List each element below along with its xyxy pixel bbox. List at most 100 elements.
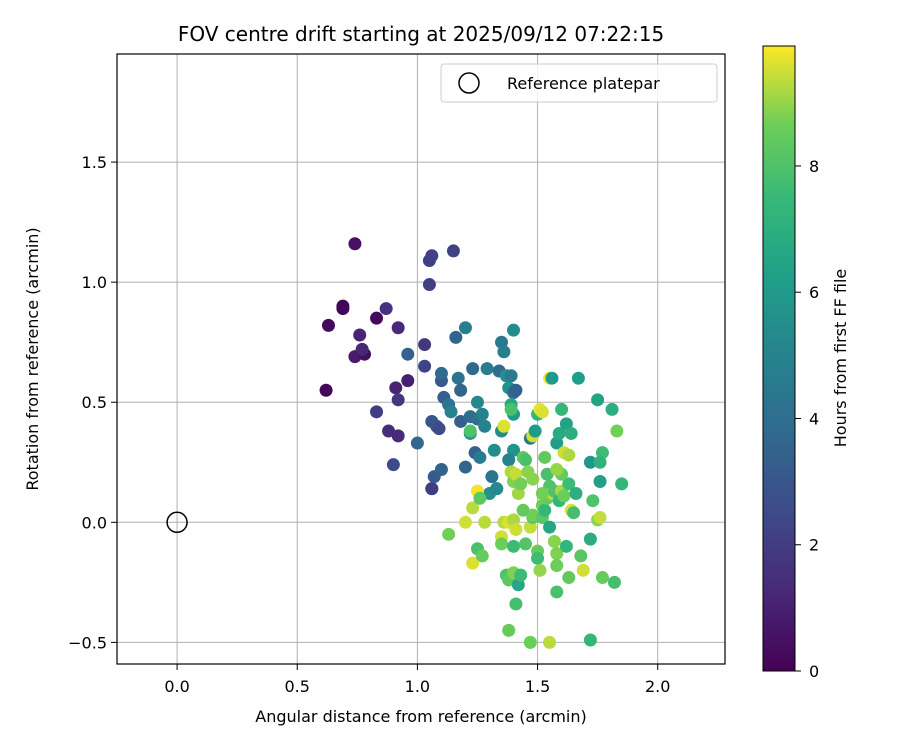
- data-point: [595, 571, 609, 585]
- data-point: [490, 482, 504, 496]
- data-point: [458, 460, 472, 474]
- x-tick-label: 1.5: [525, 677, 550, 696]
- data-point: [446, 244, 460, 258]
- data-point: [615, 477, 629, 491]
- y-tick-label: 1.5: [82, 153, 107, 172]
- data-point: [509, 597, 523, 611]
- data-point: [348, 237, 362, 251]
- data-point: [475, 407, 489, 421]
- data-point: [610, 424, 624, 438]
- data-point: [321, 318, 335, 332]
- data-point: [574, 549, 588, 563]
- data-point: [516, 503, 530, 517]
- data-point: [586, 494, 600, 508]
- y-axis-ticks: −0.5 0.0 0.5 1.0 1.5: [68, 153, 117, 652]
- data-point: [514, 477, 528, 491]
- data-point: [370, 405, 384, 419]
- data-point: [353, 328, 367, 342]
- colorbar-ticks: 0 2 4 6 8: [795, 157, 819, 681]
- legend-marker-reference: [458, 72, 480, 94]
- data-point: [583, 633, 597, 647]
- data-point: [550, 585, 564, 599]
- legend-box: [440, 63, 718, 103]
- data-point: [523, 635, 537, 649]
- data-point: [382, 424, 396, 438]
- data-point: [557, 489, 571, 503]
- data-point: [550, 462, 564, 476]
- data-point: [569, 486, 583, 500]
- data-point: [475, 549, 489, 563]
- data-point: [507, 323, 521, 337]
- x-tick-label: 2.0: [645, 677, 670, 696]
- data-point: [538, 503, 552, 517]
- data-point: [583, 532, 597, 546]
- plot-area: [117, 54, 725, 664]
- data-point: [473, 491, 487, 505]
- data-point: [463, 424, 477, 438]
- y-tick-label: 0.5: [82, 393, 107, 412]
- data-point: [535, 486, 549, 500]
- data-point: [550, 547, 564, 561]
- legend-entry-reference: Reference platepar: [507, 74, 660, 93]
- data-point: [355, 342, 369, 356]
- x-tick-label: 0.5: [285, 677, 310, 696]
- data-point: [509, 467, 523, 481]
- colorbar-tick-label: 0: [809, 662, 819, 681]
- data-point: [391, 393, 405, 407]
- data-point: [502, 623, 516, 637]
- data-point: [444, 405, 458, 419]
- data-point: [576, 563, 590, 577]
- data-point: [319, 383, 333, 397]
- data-point: [466, 501, 480, 515]
- data-point: [495, 537, 509, 551]
- data-point: [502, 453, 516, 467]
- data-point: [540, 467, 554, 481]
- reference-platepar-marker: [166, 511, 188, 534]
- data-point: [533, 563, 547, 577]
- data-point: [559, 539, 573, 553]
- data-point: [607, 575, 621, 589]
- data-point: [485, 470, 499, 484]
- data-point: [538, 450, 552, 464]
- data-point: [451, 371, 465, 385]
- data-point: [401, 374, 415, 388]
- data-point: [466, 362, 480, 376]
- x-tick-label: 0.0: [164, 677, 189, 696]
- data-point: [410, 436, 424, 450]
- data-point: [559, 417, 573, 431]
- data-point: [370, 311, 384, 325]
- data-point: [434, 366, 448, 380]
- data-point: [593, 474, 607, 488]
- data-point: [583, 455, 597, 469]
- data-point: [562, 448, 576, 462]
- colorbar-label: Hours from first FF file: [831, 269, 850, 448]
- data-point: [550, 559, 564, 573]
- data-point: [425, 482, 439, 496]
- data-point: [389, 381, 403, 395]
- data-point: [478, 515, 492, 529]
- data-point: [552, 426, 566, 440]
- data-point: [605, 402, 619, 416]
- colorbar-tick-label: 4: [809, 409, 819, 428]
- colorbar-tick-label: 2: [809, 536, 819, 555]
- data-point: [497, 419, 511, 433]
- data-point: [543, 520, 557, 534]
- data-point: [470, 395, 484, 409]
- data-point: [401, 347, 415, 361]
- data-point: [425, 249, 439, 263]
- data-point: [509, 383, 523, 397]
- data-points: [166, 237, 629, 649]
- data-point: [449, 330, 463, 344]
- data-point: [564, 426, 578, 440]
- data-point: [562, 477, 576, 491]
- data-point: [535, 405, 549, 419]
- colorbar-tick-label: 8: [809, 157, 819, 176]
- x-tick-label: 1.0: [405, 677, 430, 696]
- data-point: [519, 537, 533, 551]
- data-point: [562, 571, 576, 585]
- data-point: [567, 506, 581, 520]
- data-point: [478, 419, 492, 433]
- colorbar-gradient: [762, 45, 796, 672]
- data-point: [509, 523, 523, 537]
